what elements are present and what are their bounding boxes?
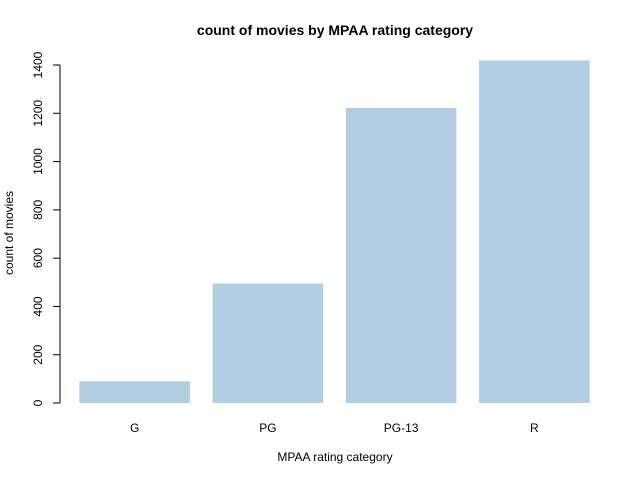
x-axis-label: MPAA rating category [277, 450, 392, 464]
x-tick-label: PG [259, 421, 276, 435]
y-axis-label: count of movies [2, 191, 16, 275]
y-tick-label: 1400 [31, 51, 45, 78]
x-tick-label: R [530, 421, 539, 435]
x-tick-label: G [130, 421, 139, 435]
y-axis: 0 200 400 600 800 1000 1200 1400 [31, 51, 61, 406]
x-tick-label: PG-13 [384, 421, 419, 435]
y-tick-label: 600 [31, 248, 45, 268]
y-tick-label: 0 [31, 399, 45, 406]
bar [479, 60, 590, 404]
y-tick-label: 1000 [31, 148, 45, 175]
bar [345, 107, 457, 403]
bars-group [79, 60, 590, 404]
x-tick-labels: G PG PG-13 R [130, 421, 539, 435]
bar [79, 381, 190, 403]
chart-title: count of movies by MPAA rating category [197, 22, 473, 38]
y-tick-label: 1200 [31, 100, 45, 127]
y-tick-label: 400 [31, 296, 45, 316]
y-tick-label: 200 [31, 344, 45, 364]
bar [212, 283, 324, 403]
y-tick-label: 800 [31, 200, 45, 220]
